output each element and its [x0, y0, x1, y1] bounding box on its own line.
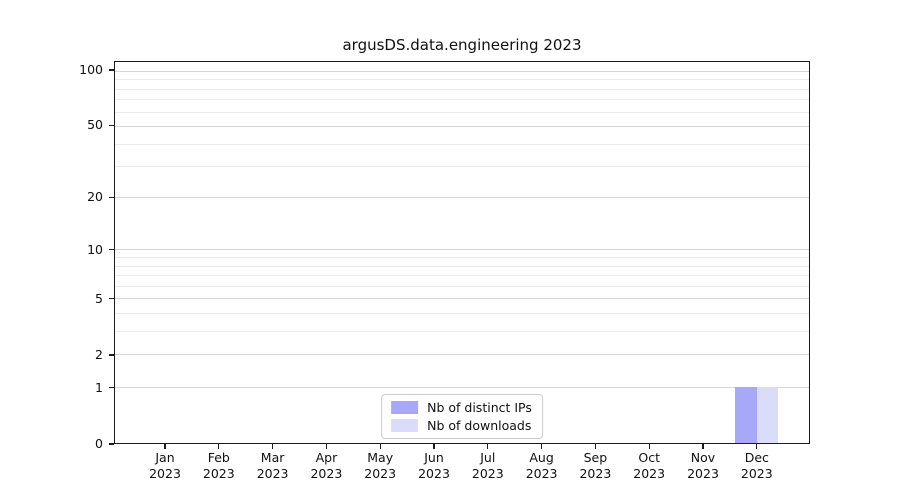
x-axis-tick-label-nov: Nov 2023	[671, 450, 735, 482]
x-tick-month-text: Sep	[583, 450, 608, 465]
y-axis-tick-label-100: 100	[79, 62, 103, 78]
x-tick-month-text: Dec	[744, 450, 769, 465]
major-gridline-y-100	[115, 71, 809, 73]
x-tick-mark-jul	[487, 444, 489, 449]
legend-label-downloads: Nb of downloads	[427, 418, 532, 433]
x-tick-mark-may	[379, 444, 381, 449]
x-axis-tick-label-dec: Dec 2023	[725, 450, 789, 482]
major-gridline-y-2	[115, 353, 809, 355]
x-axis-tick-label-jul: Jul 2023	[456, 450, 520, 482]
bar-distinct-ips-dec	[735, 387, 757, 443]
y-axis-tick-label-10: 10	[87, 241, 103, 257]
y-tick-mark-20	[109, 196, 114, 198]
minor-gridline-y-9	[115, 257, 809, 259]
x-tick-year-text: 2023	[633, 466, 666, 481]
x-axis-tick-label-mar: Mar 2023	[241, 450, 305, 482]
x-tick-month-text: May	[367, 450, 394, 465]
legend-item-distinct-ips: Nb of distinct IPs	[391, 400, 532, 415]
legend-item-downloads: Nb of downloads	[391, 418, 532, 433]
y-axis-tick-label-1: 1	[95, 379, 103, 395]
x-tick-year-text: 2023	[256, 466, 289, 481]
y-axis-tick-label-2: 2	[95, 346, 103, 362]
minor-gridline-y-70	[115, 99, 809, 101]
x-tick-mark-jun	[433, 444, 435, 449]
x-tick-mark-mar	[271, 444, 274, 449]
major-gridline-y-1	[115, 386, 809, 388]
y-axis-tick-label-50: 50	[87, 117, 103, 133]
minor-gridline-y-80	[115, 88, 809, 90]
x-tick-month-text: Aug	[529, 450, 554, 465]
x-tick-month-text: Nov	[690, 450, 716, 465]
x-axis-tick-label-jan: Jan 2023	[133, 450, 197, 482]
minor-gridline-y-4	[115, 312, 809, 314]
chart-title: argusDS.data.engineering 2023	[342, 36, 582, 54]
x-tick-month-text: Jun	[424, 450, 444, 465]
x-tick-year-text: 2023	[418, 466, 450, 481]
x-tick-month-text: Jan	[155, 450, 175, 465]
x-tick-mark-jan	[164, 444, 166, 449]
x-axis-tick-label-apr: Apr 2023	[294, 450, 358, 482]
minor-gridline-y-6	[115, 285, 809, 287]
x-tick-month-text: Oct	[638, 450, 660, 465]
major-gridline-y-5	[115, 298, 809, 300]
x-tick-year-text: 2023	[149, 466, 181, 481]
x-tick-mark-sep	[594, 444, 597, 449]
y-tick-mark-100	[109, 69, 114, 71]
y-tick-mark-5	[109, 298, 114, 300]
minor-gridline-y-8	[115, 265, 809, 267]
x-axis-tick-label-may: May 2023	[348, 450, 412, 482]
x-tick-month-text: Jul	[480, 450, 496, 465]
y-axis-tick-label-5: 5	[95, 290, 103, 306]
x-tick-mark-oct	[648, 444, 650, 449]
x-tick-month-text: Feb	[207, 450, 230, 465]
minor-gridline-y-60	[115, 111, 809, 113]
x-axis-tick-label-jun: Jun 2023	[402, 450, 466, 482]
minor-gridline-y-30	[115, 166, 809, 168]
x-tick-month-text: Mar	[260, 450, 285, 465]
x-tick-mark-dec	[756, 444, 758, 449]
x-tick-mark-feb	[218, 444, 220, 449]
x-axis-tick-label-sep: Sep 2023	[563, 450, 627, 482]
legend-label-distinct-ips: Nb of distinct IPs	[427, 400, 532, 415]
major-gridline-y-10	[115, 249, 809, 251]
y-tick-mark-0	[109, 443, 114, 445]
y-tick-mark-1	[109, 387, 114, 389]
y-tick-mark-2	[109, 354, 114, 356]
x-axis-tick-label-aug: Aug 2023	[510, 450, 574, 482]
plot-area: Nb of distinct IPs Nb of downloads	[114, 61, 810, 444]
y-axis-tick-label-20: 20	[87, 189, 103, 205]
minor-gridline-y-3	[115, 330, 809, 332]
legend: Nb of distinct IPs Nb of downloads	[381, 394, 543, 439]
minor-gridline-y-40	[115, 143, 809, 145]
y-axis-tick-label-0: 0	[95, 436, 103, 451]
major-gridline-y-20	[115, 197, 809, 199]
x-tick-year-text: 2023	[687, 466, 719, 481]
x-tick-year-text: 2023	[579, 466, 612, 481]
x-tick-year-text: 2023	[202, 466, 235, 481]
x-axis-tick-label-feb: Feb 2023	[187, 450, 251, 482]
x-tick-year-text: 2023	[471, 466, 504, 481]
x-tick-mark-apr	[325, 444, 328, 449]
x-tick-month-text: Apr	[315, 450, 338, 465]
distinct-ips-swatch	[391, 401, 419, 414]
downloads-swatch	[391, 419, 419, 432]
x-tick-mark-aug	[540, 444, 543, 449]
x-tick-year-text: 2023	[310, 466, 343, 481]
bar-downloads-dec	[756, 387, 778, 443]
minor-gridline-y-90	[115, 79, 809, 81]
y-tick-mark-50	[109, 124, 114, 127]
x-tick-year-text: 2023	[364, 466, 397, 481]
major-gridline-y-50	[115, 126, 809, 128]
x-axis-tick-label-oct: Oct 2023	[617, 450, 681, 482]
y-tick-mark-10	[109, 249, 114, 251]
x-tick-year-text: 2023	[525, 466, 558, 481]
minor-gridline-y-7	[115, 275, 809, 277]
x-tick-year-text: 2023	[740, 466, 773, 481]
x-tick-mark-nov	[702, 444, 704, 449]
